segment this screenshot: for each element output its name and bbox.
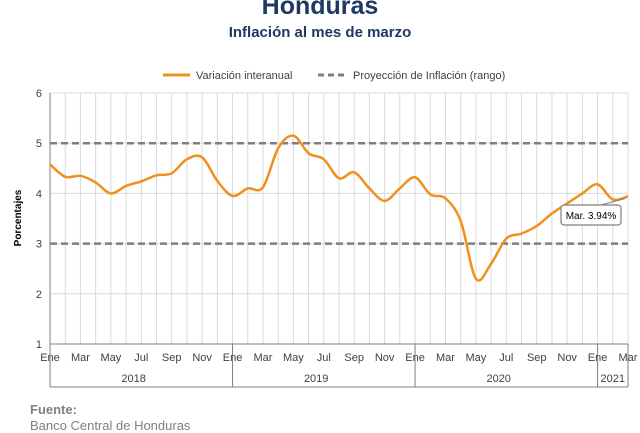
x-tick-label: Ene xyxy=(223,352,243,364)
x-tick-label: Jul xyxy=(134,352,148,364)
year-label: 2021 xyxy=(601,373,625,385)
x-tick-label: Ene xyxy=(405,352,425,364)
x-tick-label: Mar xyxy=(253,352,272,364)
x-tick-label: Nov xyxy=(375,352,395,364)
y-tick-label: 6 xyxy=(36,88,42,100)
annotation-box xyxy=(560,204,622,226)
annotation-leader xyxy=(600,197,626,206)
chart-subtitle: Inflación al mes de marzo xyxy=(228,24,412,41)
x-tick-label: Sep xyxy=(162,352,182,364)
inflation-line-chart: Variación interanual Proyección de Infla… xyxy=(13,70,638,388)
annotation-label: Mar. 3.94% xyxy=(566,211,617,222)
x-tick-label: Mar xyxy=(619,352,638,364)
y-tick-label: 4 xyxy=(36,188,42,200)
x-tick-label: May xyxy=(100,352,121,364)
x-tick-label: Sep xyxy=(527,352,547,364)
x-tick-label: Ene xyxy=(40,352,60,364)
year-label: 2020 xyxy=(486,373,510,385)
legend-label-proyeccion: Proyección de Inflación (rango) xyxy=(353,70,505,82)
x-tick-label: Mar xyxy=(71,352,90,364)
x-tick-label: Ene xyxy=(588,352,608,364)
x-tick-label: Sep xyxy=(344,352,364,364)
x-tick-label: Jul xyxy=(317,352,331,364)
legend-label-variacion: Variación interanual xyxy=(196,70,292,82)
x-tick-label: May xyxy=(466,352,487,364)
x-tick-label: Nov xyxy=(192,352,212,364)
x-tick-label: Nov xyxy=(557,352,577,364)
y-tick-label: 2 xyxy=(36,289,42,301)
x-tick-label: Jul xyxy=(499,352,513,364)
series-line-variacion-interanual xyxy=(49,134,629,282)
y-tick-label: 3 xyxy=(36,239,42,251)
y-tick-label: 5 xyxy=(36,138,42,150)
source-text: Banco Central de Honduras xyxy=(30,418,191,433)
source-label: Fuente: xyxy=(30,402,77,417)
chart-title: Honduras xyxy=(261,0,379,20)
x-tick-label: Mar xyxy=(436,352,455,364)
year-label: 2019 xyxy=(304,373,328,385)
year-label: 2018 xyxy=(121,373,145,385)
x-tick-label: May xyxy=(283,352,304,364)
y-tick-label: 1 xyxy=(36,339,42,351)
chart-legend: Variación interanual Proyección de Infla… xyxy=(163,70,505,82)
y-axis-label: Porcentajes xyxy=(13,189,24,246)
